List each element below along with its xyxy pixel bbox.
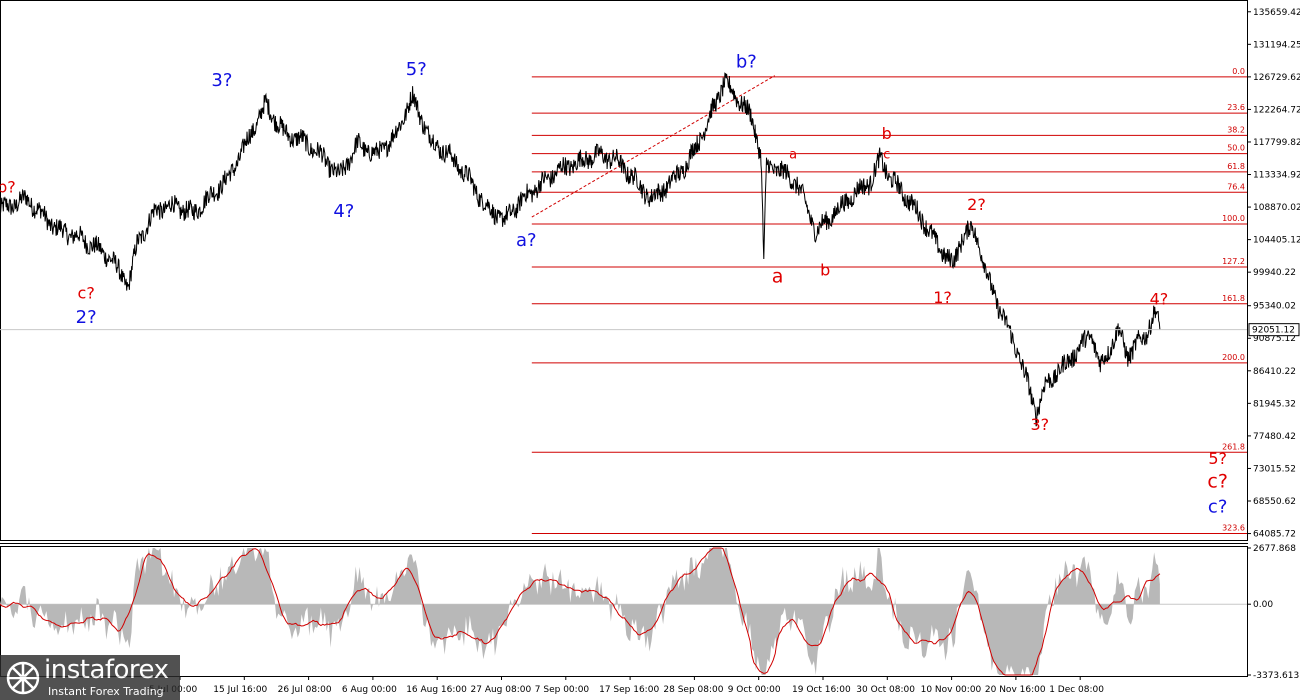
wave-label: 5? xyxy=(1208,449,1227,468)
osc-y-tick-label: -3373.613 xyxy=(1253,671,1299,681)
wave-label: b? xyxy=(0,177,16,196)
trend-line xyxy=(531,75,776,218)
current-price-tag: 92051.12 xyxy=(1248,323,1300,337)
x-tick-label: 28 Sep 08:00 xyxy=(663,685,723,695)
osc-signal-line xyxy=(0,547,1161,676)
wave-label: a? xyxy=(516,230,537,251)
y-tick-label: 68550.62 xyxy=(1253,497,1296,507)
x-tick-label: 27 Aug 08:00 xyxy=(471,685,532,695)
fib-level-label: 50.0 xyxy=(1227,144,1245,153)
x-tick-label: 30 Oct 08:00 xyxy=(856,685,915,695)
wave-label: c? xyxy=(78,284,95,303)
osc-y-tick-label: 0.00 xyxy=(1253,600,1273,610)
y-tick-label: 108870.02 xyxy=(1253,203,1300,213)
y-tick-label: 117799.82 xyxy=(1253,138,1300,148)
fib-level-label: 200.0 xyxy=(1222,353,1245,362)
logo-wordmark: instaforex xyxy=(44,655,169,685)
y-tick-label: 90875.12 xyxy=(1253,334,1296,344)
wave-label: 4? xyxy=(1150,290,1169,309)
x-tick-label: 15 Jul 16:00 xyxy=(213,685,267,695)
y-tick-label: 95340.02 xyxy=(1253,302,1296,312)
fib-level-label: 161.8 xyxy=(1222,294,1245,303)
x-tick-label: 20 Nov 16:00 xyxy=(985,685,1046,695)
x-tick-label: 19 Oct 16:00 xyxy=(792,685,851,695)
wave-label: 4? xyxy=(333,201,354,222)
wave-label: 2? xyxy=(967,195,986,214)
wave-label: b xyxy=(820,260,830,279)
y-tick-label: 73015.52 xyxy=(1253,464,1296,474)
wave-label: c? xyxy=(1207,471,1228,493)
x-tick-label: 6 Aug 00:00 xyxy=(342,685,397,695)
y-tick-label: 135659.42 xyxy=(1253,8,1300,18)
y-tick-label: 77480.42 xyxy=(1253,432,1296,442)
current-price-box xyxy=(1248,323,1300,337)
x-tick-label: 17 Sep 16:00 xyxy=(599,685,659,695)
y-tick-label: 64085.72 xyxy=(1253,530,1296,540)
fib-level-label: 23.6 xyxy=(1227,103,1245,112)
fib-level-label: 38.2 xyxy=(1227,125,1245,134)
osc-y-tick-label: 2677.868 xyxy=(1253,544,1296,554)
fib-level-label: 61.8 xyxy=(1227,162,1245,171)
y-tick-label: 104405.12 xyxy=(1253,236,1300,246)
wave-label: 5? xyxy=(406,59,427,80)
wave-label: 1? xyxy=(933,288,952,307)
osc-histogram xyxy=(0,548,1160,675)
y-tick-label: 99940.22 xyxy=(1253,268,1296,278)
instaforex-logo: instaforex Instant Forex Trading xyxy=(0,655,180,700)
fib-level-label: 127.2 xyxy=(1222,257,1245,266)
y-tick-label: 86410.22 xyxy=(1253,367,1296,377)
y-tick-label: 81945.32 xyxy=(1253,399,1296,409)
current-price-label: 92051.12 xyxy=(1252,326,1295,336)
logo-tagline: Instant Forex Trading xyxy=(48,685,164,698)
price-series-line xyxy=(0,72,1161,427)
x-tick-label: 10 Nov 00:00 xyxy=(921,685,982,695)
x-tick-label: 9 Oct 00:00 xyxy=(728,685,781,695)
y-tick-label: 122264.72 xyxy=(1253,105,1300,115)
y-tick-label: 126729.62 xyxy=(1253,73,1300,83)
fib-level-label: 76.4 xyxy=(1227,182,1245,191)
wave-label: a xyxy=(789,148,797,163)
x-tick-label: 26 Jul 08:00 xyxy=(278,685,332,695)
x-tick-label: 1 Dec 08:00 xyxy=(1049,685,1104,695)
fib-level-label: 100.0 xyxy=(1222,214,1245,223)
x-tick-label: 16 Aug 16:00 xyxy=(406,685,467,695)
wave-label: b? xyxy=(736,52,757,73)
y-tick-label: 113334.92 xyxy=(1253,171,1300,181)
wave-label: b xyxy=(882,124,892,143)
main-panel-frame xyxy=(0,0,1248,541)
fib-level-label: 323.6 xyxy=(1222,524,1245,533)
x-tick-label: 7 Sep 00:00 xyxy=(535,685,590,695)
wave-label: 2? xyxy=(76,307,97,328)
wave-label: 3? xyxy=(211,70,232,91)
instaforex-mark-icon xyxy=(6,661,40,695)
y-tick-label: 131194.25 xyxy=(1253,40,1300,50)
wave-label: c? xyxy=(1208,496,1227,517)
fib-level-label: 261.8 xyxy=(1222,442,1245,451)
fib-level-label: 0.0 xyxy=(1232,67,1245,76)
wave-label: 3? xyxy=(1030,415,1049,434)
wave-label: c xyxy=(883,148,890,163)
wave-label: a xyxy=(772,266,784,288)
